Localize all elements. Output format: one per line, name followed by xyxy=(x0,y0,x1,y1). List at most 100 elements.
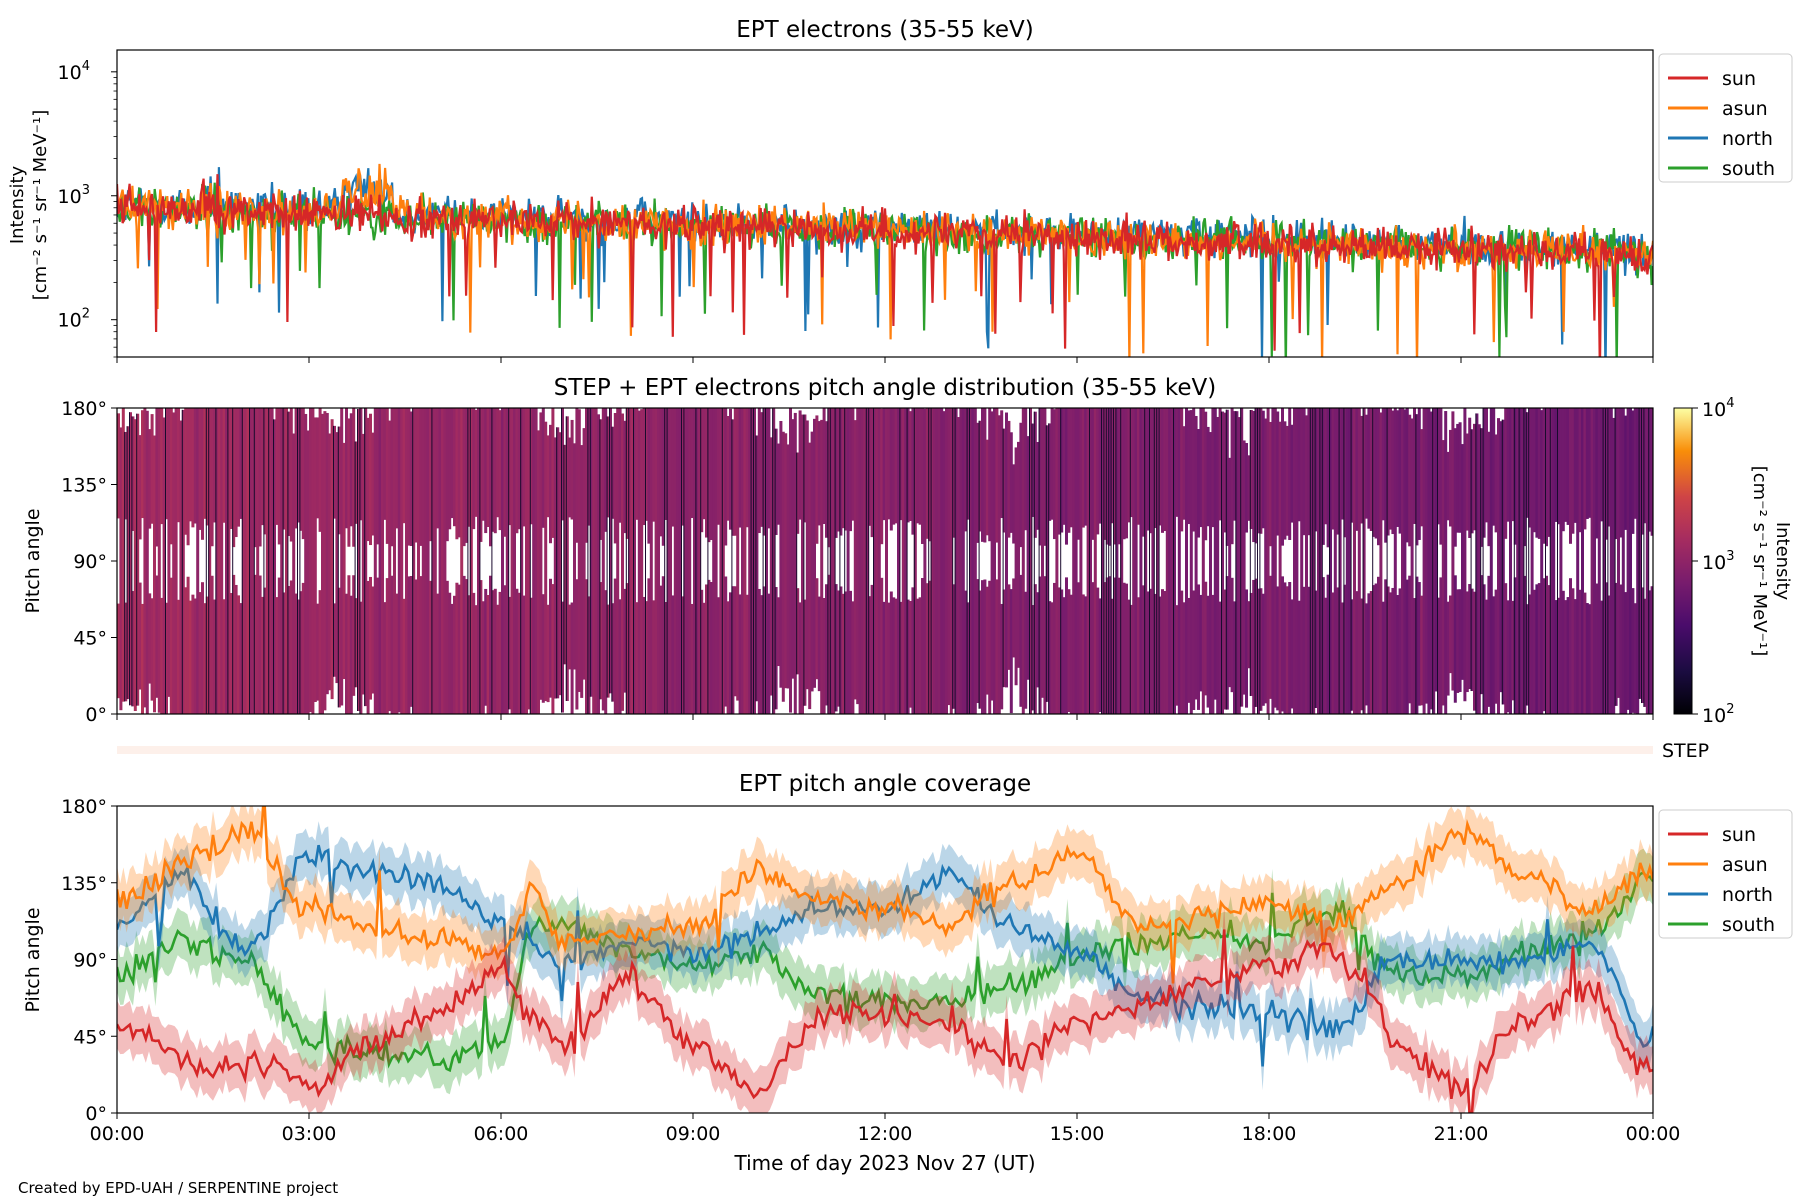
heatmap-cell xyxy=(1458,589,1462,692)
heatmap-cell xyxy=(141,603,144,714)
heatmap-cell xyxy=(1650,586,1653,714)
heatmap-cell xyxy=(1643,598,1647,707)
colorbar-tick-label: 103 xyxy=(1702,549,1734,574)
heatmap-cell xyxy=(1369,408,1373,531)
heatmap-cell xyxy=(1161,408,1164,533)
heatmap-dark-stripe xyxy=(337,426,339,708)
heatmap-cell xyxy=(1175,408,1179,517)
heatmap-cell xyxy=(587,596,591,714)
heatmap-cell xyxy=(153,435,156,713)
heatmap-dark-stripe xyxy=(268,408,270,714)
heatmap-cell xyxy=(1170,408,1174,714)
heatmap-cell xyxy=(232,408,236,548)
heatmap-cell xyxy=(359,601,363,714)
series-line-south xyxy=(117,870,1653,1073)
heatmap-dark-stripe xyxy=(520,408,522,714)
heatmap-cell xyxy=(1038,408,1042,546)
heatmap-cell xyxy=(1607,595,1611,714)
heatmap-cell xyxy=(261,408,264,526)
heatmap-cell xyxy=(681,408,684,526)
heatmap-cell xyxy=(282,592,286,714)
heatmap-cell xyxy=(817,421,821,526)
heatmap-cell xyxy=(1554,600,1558,714)
heatmap-cell xyxy=(462,575,466,714)
heatmap-cell xyxy=(911,408,915,535)
heatmap-cell xyxy=(503,585,507,714)
panel1-title: EPT electrons (35-55 keV) xyxy=(736,17,1033,43)
heatmap-cell xyxy=(661,408,665,546)
series-line-sun xyxy=(117,174,1653,357)
heatmap-cell xyxy=(599,419,603,540)
heatmap-dark-stripe xyxy=(1110,408,1112,714)
heatmap-cell xyxy=(892,408,896,525)
heatmap-cell xyxy=(1156,408,1160,714)
heatmap-cell xyxy=(1211,594,1215,714)
heatmap-cell xyxy=(1475,413,1479,714)
heatmap-cell xyxy=(549,424,552,544)
heatmap-cell xyxy=(1377,576,1380,714)
heatmap-cell xyxy=(263,408,267,535)
heatmap-dark-stripe xyxy=(765,408,766,714)
heatmap-cell xyxy=(1252,411,1256,543)
heatmap-cell xyxy=(1192,590,1196,710)
heatmap-cell xyxy=(297,408,300,523)
heatmap-cell xyxy=(1391,410,1395,535)
heatmap-cell xyxy=(748,408,752,714)
heatmap-cell xyxy=(666,408,670,714)
heatmap-cell xyxy=(1372,408,1376,537)
heatmap-dark-stripe xyxy=(1415,414,1417,714)
heatmap-cell xyxy=(887,408,891,520)
heatmap-cell xyxy=(1120,408,1124,714)
heatmap-cell xyxy=(1177,408,1181,714)
heatmap-cell xyxy=(184,408,188,535)
heatmap-cell xyxy=(1590,408,1594,714)
heatmap-cell xyxy=(969,408,972,714)
heatmap-cell xyxy=(1619,408,1623,538)
heatmap-cell xyxy=(1218,408,1222,521)
heatmap-cell xyxy=(642,408,646,526)
heatmap-cell xyxy=(126,426,130,700)
heatmap-cell xyxy=(1182,602,1186,714)
heatmap-cell xyxy=(383,602,387,714)
heatmap-cell xyxy=(217,408,221,714)
heatmap-cell xyxy=(1458,422,1462,533)
heatmap-cell xyxy=(669,408,672,714)
heatmap-cell xyxy=(1283,421,1287,540)
heatmap-cell xyxy=(294,593,298,714)
heatmap-cell xyxy=(205,596,209,714)
heatmap-cell xyxy=(1425,408,1428,704)
panel-pitch-angle-distribution: STEP + EPT electrons pitch angle distrib… xyxy=(22,375,1793,762)
heatmap-dark-stripe xyxy=(772,408,774,714)
heatmap-cell xyxy=(1499,421,1503,693)
heatmap-cell xyxy=(1269,575,1272,699)
heatmap-cell xyxy=(431,408,435,714)
panel-pitch-angle-coverage: EPT pitch angle coverage 0° 45° 90° 135° 180… xyxy=(22,771,1793,1175)
x-tick-label: 09:00 xyxy=(666,1123,721,1145)
heatmap-cell xyxy=(1633,408,1637,519)
heatmap-cell xyxy=(1151,408,1155,714)
heatmap-cell xyxy=(575,408,579,543)
heatmap-cell xyxy=(333,603,336,677)
heatmap-cell xyxy=(1007,584,1011,670)
heatmap-cell xyxy=(508,408,512,526)
heatmap-cell xyxy=(925,408,929,539)
heatmap-cell xyxy=(645,601,648,714)
heatmap-cell xyxy=(369,576,372,700)
heatmap-cell xyxy=(1427,408,1431,714)
colorbar-tick-exponent: 4 xyxy=(1726,396,1734,411)
heatmap-cell xyxy=(237,408,240,527)
heatmap-cell xyxy=(357,409,360,711)
heatmap-dark-stripe xyxy=(563,444,565,665)
legend-label-north: north xyxy=(1722,884,1773,906)
heatmap-dark-stripe xyxy=(1048,423,1050,714)
heatmap-cell xyxy=(1024,408,1028,531)
heatmap-cell xyxy=(1065,577,1068,714)
heatmap-cell xyxy=(1374,408,1378,539)
heatmap-cell xyxy=(1050,408,1054,520)
heatmap-cell xyxy=(1422,408,1426,714)
heatmap-cell xyxy=(712,408,716,714)
heatmap-cell xyxy=(1525,604,1529,706)
heatmap-cell xyxy=(645,408,648,521)
heatmap-cell xyxy=(930,408,934,714)
